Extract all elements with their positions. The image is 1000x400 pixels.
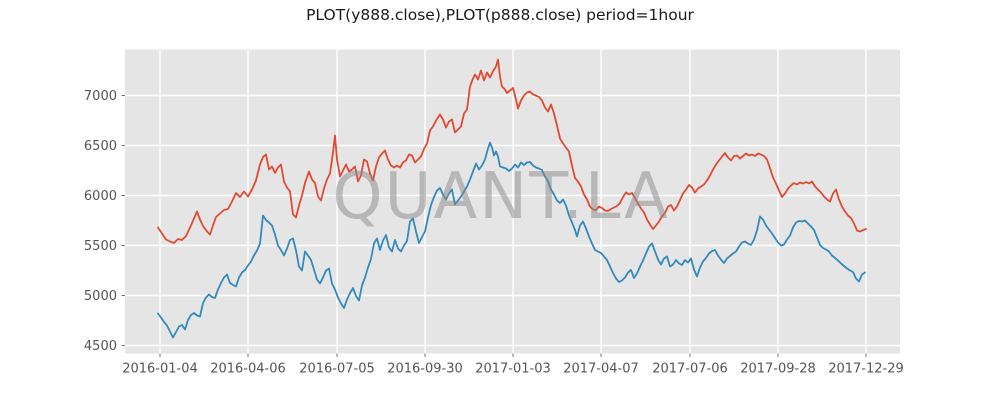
gridlines (125, 49, 900, 354)
series-line-p888.close (157, 141, 866, 339)
y-tick-label: 5000 (84, 289, 117, 304)
y-tick-label: 7000 (84, 89, 117, 104)
x-tick-label: 2017-12-29 (828, 362, 904, 377)
x-tick-label: 2016-01-04 (122, 362, 198, 377)
chart-title: PLOT(y888.close),PLOT(p888.close) period… (306, 6, 694, 24)
x-tick-label: 2016-07-05 (299, 362, 375, 377)
axis-ticks: 2016-01-04 2016-04-06 2016-07-05 2016-09-30… (84, 89, 904, 377)
y-tick-label: 6500 (84, 139, 117, 154)
x-tick-label: 2017-09-28 (740, 362, 816, 377)
x-tick-label: 2017-01-03 (475, 362, 551, 377)
x-tick-label: 2017-07-06 (652, 362, 728, 377)
y-tick-label: 6000 (84, 189, 117, 204)
y-tick-label: 4500 (84, 339, 117, 354)
watermark-text: QUANT.LA (332, 160, 670, 234)
series-line-y888.close (157, 58, 867, 244)
x-tick-label: 2016-04-06 (210, 362, 286, 377)
series-lines (157, 58, 867, 339)
x-tick-label: 2016-09-30 (387, 362, 463, 377)
y-tick-label: 5500 (84, 239, 117, 254)
x-tick-label: 2017-04-07 (563, 362, 639, 377)
